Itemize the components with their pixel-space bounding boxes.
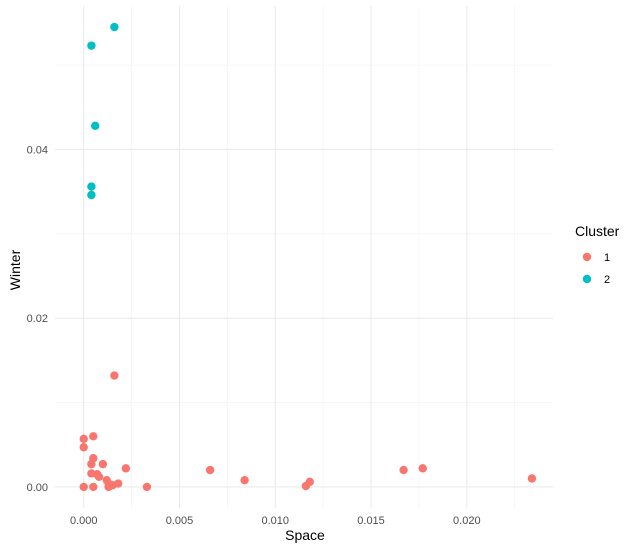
x-tick-label: 0.005 bbox=[166, 515, 194, 527]
cluster-2-point bbox=[87, 190, 96, 200]
cluster-2-point bbox=[87, 182, 96, 191]
cluster-1-point bbox=[79, 434, 88, 444]
legend-key-cluster-2 bbox=[582, 274, 592, 284]
cluster-1-point bbox=[240, 475, 249, 485]
major-gridlines bbox=[55, 6, 553, 508]
y-axis-label: Winter bbox=[7, 249, 23, 290]
cluster-1-point bbox=[79, 443, 88, 452]
y-tick-label: 0.00 bbox=[27, 482, 48, 494]
y-axis-tick-labels: 0.00 0.02 0.04 bbox=[27, 144, 48, 493]
x-tick-label: 0.000 bbox=[70, 515, 98, 527]
legend-label-cluster-2: 2 bbox=[604, 274, 610, 286]
cluster-2-point bbox=[110, 22, 119, 32]
legend-items: 12 bbox=[582, 252, 610, 286]
legend: Cluster 12 bbox=[575, 223, 620, 286]
cluster-1-point bbox=[527, 474, 537, 483]
cluster-1-point bbox=[205, 465, 215, 475]
x-axis-label: Space bbox=[285, 527, 325, 543]
cluster-1-point bbox=[399, 465, 408, 475]
legend-title: Cluster bbox=[575, 223, 620, 239]
x-tick-label: 0.020 bbox=[453, 515, 481, 527]
x-axis-tick-labels: 0.000 0.005 0.010 0.015 0.020 bbox=[70, 515, 481, 527]
cluster-1-point bbox=[98, 459, 108, 469]
cluster-1-point bbox=[110, 371, 119, 380]
legend-label-cluster-1: 1 bbox=[604, 252, 610, 264]
cluster-1-point bbox=[89, 454, 98, 463]
data-points bbox=[79, 22, 537, 492]
cluster-1-point bbox=[89, 432, 98, 441]
cluster-1-point bbox=[142, 482, 152, 492]
y-tick-label: 0.04 bbox=[27, 144, 48, 156]
cluster-1-point bbox=[114, 479, 123, 488]
cluster-1-point bbox=[89, 482, 98, 492]
cluster-1-point bbox=[418, 464, 427, 473]
cluster-1-point bbox=[79, 482, 88, 492]
cluster-2-point bbox=[87, 41, 96, 50]
cluster-1-point bbox=[121, 464, 131, 473]
cluster-1-point bbox=[305, 477, 314, 487]
legend-key-cluster-1 bbox=[582, 252, 592, 262]
x-tick-label: 0.010 bbox=[262, 515, 290, 527]
cluster-2-point bbox=[91, 121, 100, 131]
minor-gridlines bbox=[55, 6, 553, 508]
y-tick-label: 0.02 bbox=[27, 313, 48, 325]
cluster-1-point bbox=[94, 472, 104, 481]
x-tick-label: 0.015 bbox=[357, 515, 385, 527]
